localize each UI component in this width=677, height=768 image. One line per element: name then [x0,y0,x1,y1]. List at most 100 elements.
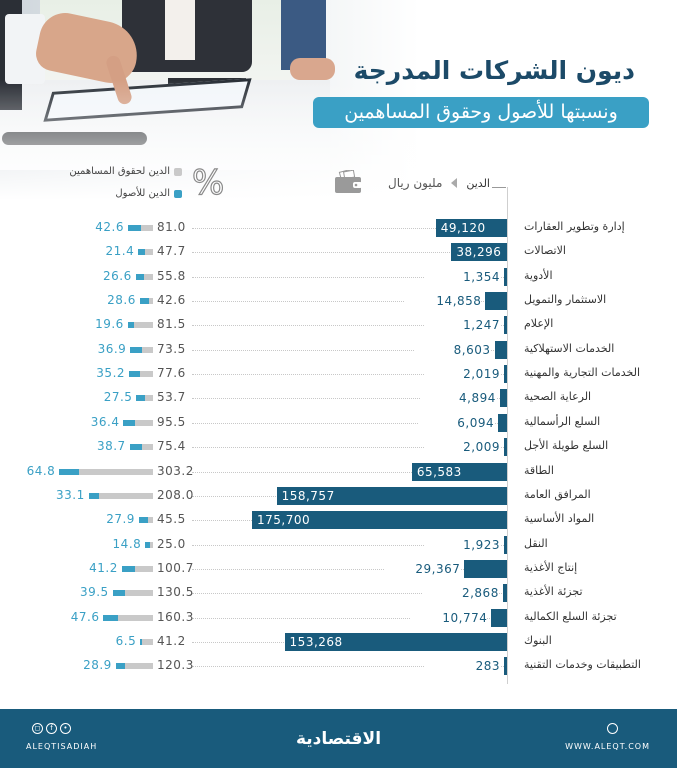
table-row: الإعلام 1,247 81.5 19.6 [0,314,677,336]
assets-ratio-value: 27.5 [103,390,133,405]
category-label: التطبيقات وخدمات التقنية [524,658,641,672]
assets-ratio-bar [127,322,134,329]
table-row: التطبيقات وخدمات التقنية 283 120.3 28.9 [0,655,677,677]
debt-value: 49,120 [440,221,486,235]
row-leader-dots [192,301,504,303]
assets-ratio-value: 28.9 [83,658,112,673]
debt-value: 2,009 [424,438,500,457]
equity-ratio-bar [59,468,153,475]
assets-ratio-bar [135,273,144,280]
assets-ratio-bar [129,371,140,378]
assets-ratio-value: 21.4 [105,244,135,259]
twitter-icon[interactable]: • [60,723,71,734]
equity-ratio-bar [129,371,153,378]
table-row: السلع طويلة الأجل 2,009 75.4 38.7 [0,436,677,458]
debt-bar [504,267,507,286]
debt-value: 2,868 [422,584,499,603]
equity-ratio-value: 75.4 [157,439,186,454]
category-label: السلع الرأسمالية [524,414,601,428]
debt-bar [435,219,507,237]
assets-ratio-bar [123,419,135,426]
row-leader-dots [192,228,504,229]
equity-ratio-value: 45.5 [157,512,186,527]
equity-ratio-value: 42.6 [157,293,186,308]
equity-ratio-bar [115,663,153,670]
debt-bar [504,535,507,554]
debt-legend: الدين مليون ريال [372,168,490,198]
table-row: إدارة وتطوير العقارات 49,120 81.0 42.6 [0,217,677,239]
equity-ratio-value: 77.6 [157,366,186,381]
category-label: الإعلام [524,317,554,331]
row-leader-dots [192,593,504,595]
row-leader-dots [192,398,504,400]
assets-ratio-bar [115,663,125,670]
triangle-left-icon [451,178,458,188]
debt-value: 1,923 [424,535,500,554]
category-label: البنوك [524,633,552,647]
unit-label: مليون ريال [388,176,443,190]
assets-ratio-value: 47.6 [70,609,100,624]
assets-ratio-value: 28.6 [107,293,136,308]
category-label: الخدمات الاستهلاكية [524,341,615,355]
social-handle[interactable]: ALEQTISADIAH [26,742,98,751]
table-row: المرافق العامة 158,757 208.0 33.1 [0,485,677,507]
debt-value: 2,019 [424,365,500,384]
debt-bar [502,584,507,603]
row-leader-dots [192,276,504,278]
equity-ratio-bar [112,590,153,597]
table-row: الاستثمار والتمويل 14,858 42.6 28.6 [0,290,677,312]
assets-ratio-bar [138,517,148,524]
table-row: إنتاج الأغذية 29,367 100.7 41.2 [0,558,677,580]
debt-bar [494,340,507,359]
equity-ratio-value: 53.7 [157,390,186,405]
assets-ratio-bar [140,638,143,645]
wallet-icon [335,170,362,193]
row-leader-dots [192,471,504,473]
row-leader-dots [192,447,504,449]
footer: ◻ f • ALEQTISADIAH الاقتصادية WWW.ALEQT.… [0,709,677,768]
debt-bar [284,632,507,651]
debt-label: الدين [466,176,490,190]
equity-ratio-bar [138,249,153,256]
equity-ratio-value: 55.8 [157,268,186,283]
facebook-icon[interactable]: f [46,723,57,734]
debt-value: 14,858 [405,292,482,311]
category-label: الطاقة [524,463,554,477]
equity-ratio-value: 208.0 [157,487,194,502]
axis-tick [492,187,506,188]
instagram-icon[interactable]: ◻ [32,723,43,734]
debt-bar [252,511,507,530]
debt-value: 6,094 [418,413,495,432]
category-label: إنتاج الأغذية [524,560,578,574]
category-label: المواد الأساسية [524,512,595,526]
equity-ratio-bar [88,492,153,499]
assets-ratio-bar [127,225,142,231]
assets-ratio-bar [129,444,142,451]
debt-value: 38,296 [456,245,502,260]
debt-value: 4,894 [419,389,496,408]
table-row: الطاقة 65,583 303.2 64.8 [0,461,677,483]
debt-value: 1,354 [424,267,500,286]
equity-ratio-bar [127,322,153,329]
assets-ratio-bar [59,468,80,475]
category-label: تجزئة السلع الكمالية [524,609,617,623]
assets-ratio-value: 41.2 [89,560,118,575]
row-leader-dots [192,374,504,376]
assets-ratio-value: 38.7 [96,439,126,454]
legend-equity: الدين لحقوق المساهمين [69,166,182,177]
legend-ratios: الدين لحقوق المساهمين الدين للأصول [50,166,250,206]
assets-ratio-bar [130,346,142,353]
debt-bar [464,559,507,578]
debt-value: 1,247 [424,316,500,335]
table-row: المواد الأساسية 175,700 45.5 27.9 [0,509,677,531]
debt-value: 175,700 [257,513,311,528]
assets-ratio-bar [103,614,119,621]
category-label: الخدمات التجارية والمهنية [524,366,641,380]
assets-ratio-value: 27.9 [106,512,135,527]
website-link[interactable]: WWW.ALEQT.COM [565,742,650,751]
assets-ratio-value: 36.4 [90,414,120,429]
table-row: تجزئة الأغذية 2,868 130.5 39.5 [0,582,677,604]
row-leader-dots [192,617,504,619]
equity-ratio-value: 100.7 [157,560,194,575]
table-row: الرعاية الصحية 4,894 53.7 27.5 [0,387,677,409]
